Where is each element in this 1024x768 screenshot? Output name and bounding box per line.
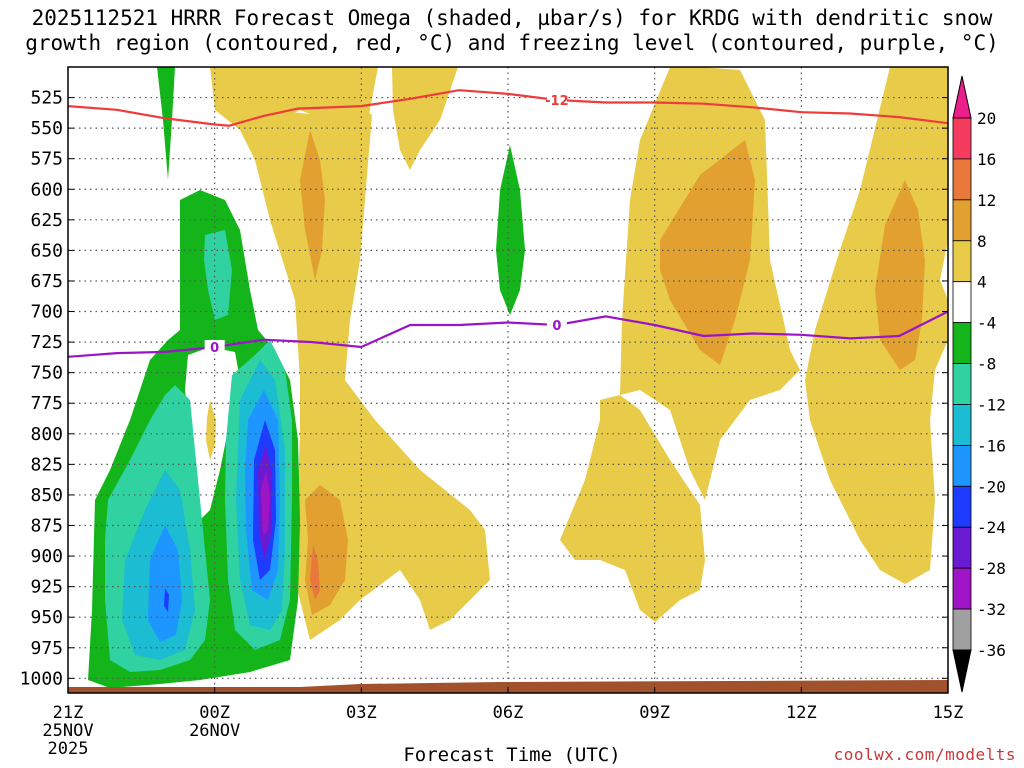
y-tick-label: 900 (30, 546, 63, 567)
colorbar-swatch (952, 608, 972, 651)
colorbar-label: -20 (977, 477, 1006, 496)
shade-yellow-small (206, 400, 216, 460)
colorbar-label: 16 (977, 150, 996, 169)
colorbar-label: -16 (977, 436, 1006, 455)
title-line-2: growth region (contoured, red, °C) and f… (25, 31, 999, 55)
colorbar-swatch (952, 199, 972, 242)
y-tick-label: 975 (30, 638, 63, 659)
chart-title: 2025112521 HRRR Forecast Omega (shaded, … (0, 6, 1024, 56)
contour-label-bg (546, 93, 567, 108)
y-tick-label: 725 (30, 332, 63, 353)
contour-label: -12 (545, 94, 569, 109)
y-axis: 525 550 575 600 625 650 675 700 725 750 775 800 825 8… (20, 88, 948, 689)
shade-green-mid (496, 145, 525, 315)
colorbar-label: -36 (977, 641, 1006, 660)
colorbar-label: -32 (977, 600, 1006, 619)
colorbar-swatch (952, 281, 972, 324)
colorbar-label: 8 (977, 232, 987, 251)
y-tick-label: 600 (30, 179, 63, 200)
ground-surface (68, 680, 948, 693)
colorbar-label: -28 (977, 559, 1006, 578)
colorbar-swatch (952, 485, 972, 528)
shade-teal-a (204, 230, 232, 320)
x-tick-label: 21Z (53, 703, 84, 723)
colorbar-label: -12 (977, 395, 1006, 414)
colorbar-label: 12 (977, 191, 996, 210)
colorbar-label: -24 (977, 518, 1006, 537)
y-tick-label: 775 (30, 393, 63, 414)
colorbar: 20 16 12 8 4 -4 -8 -12 -16 -20 -24 -28 -32 -36 (952, 75, 1006, 693)
y-tick-label: 675 (30, 271, 63, 292)
y-tick-label: 800 (30, 424, 63, 445)
shade-yellow-right-b (805, 67, 948, 584)
x-tick-year: 2025 (48, 739, 89, 759)
y-tick-label: 850 (30, 485, 63, 506)
y-tick-label: 1000 (20, 668, 63, 689)
contour-line (68, 89, 948, 127)
y-tick-label: 650 (30, 240, 63, 261)
shade-orange-b (660, 140, 755, 365)
y-tick-label: 625 (30, 210, 63, 231)
x-axis-title: Forecast Time (UTC) (403, 744, 621, 766)
y-tick-label: 925 (30, 577, 63, 598)
x-tick-label: 12Z (786, 703, 817, 723)
colorbar-top-arrow (952, 75, 972, 119)
credit-text: coolwx.com/modelts (833, 745, 1016, 764)
colorbar-swatch (952, 526, 972, 569)
shade-darkblue-small (164, 588, 169, 612)
colorbar-swatch (952, 363, 972, 405)
y-tick-label: 875 (30, 515, 63, 536)
y-tick-label: 825 (30, 454, 63, 475)
x-tick-label: 00Z (199, 703, 230, 723)
shade-orange-e (310, 545, 320, 600)
x-tick-label: 03Z (346, 703, 377, 723)
y-tick-label: 700 (30, 302, 63, 323)
contour-label: 0 (552, 319, 561, 334)
colorbar-label: -4 (977, 314, 996, 333)
x-tick-date: 25NOV (42, 721, 93, 741)
shade-yellow-right-c (560, 395, 705, 622)
colorbar-swatch (952, 158, 972, 201)
x-tick-label: 09Z (639, 703, 670, 723)
colorbar-swatch (952, 444, 972, 487)
shade-orange-c (875, 180, 925, 370)
colorbar-bottom-arrow (952, 649, 972, 693)
colorbar-label: 4 (977, 273, 987, 292)
y-tick-label: 550 (30, 118, 63, 139)
contour-label-bg (546, 317, 567, 332)
x-tick-label: 15Z (933, 703, 964, 723)
shade-blue-b (148, 525, 182, 642)
colorbar-swatch (952, 117, 972, 160)
colorbar-label: 20 (977, 109, 996, 128)
shade-orange-a (300, 130, 325, 280)
colorbar-swatch (952, 240, 972, 283)
contour-labels: -12 0 0 (204, 93, 569, 356)
contour-label-bg (204, 339, 225, 354)
x-tick-label: 06Z (493, 703, 524, 723)
colorbar-swatch (952, 567, 972, 610)
y-tick-label: 750 (30, 363, 63, 384)
grid (68, 67, 948, 693)
y-tick-label: 950 (30, 607, 63, 628)
omega-shading (68, 67, 948, 693)
colorbar-swatch (952, 322, 972, 364)
title-line-1: 2025112521 HRRR Forecast Omega (shaded, … (31, 6, 993, 30)
shade-green-top (157, 67, 175, 180)
y-tick-label: 575 (30, 149, 63, 170)
contour-label: 0 (210, 341, 219, 356)
shade-yellow-main (240, 108, 490, 640)
y-tick-label: 525 (30, 88, 63, 109)
colorbar-label: -8 (977, 355, 996, 374)
shade-magenta (261, 470, 270, 535)
colorbar-swatch (952, 404, 972, 446)
x-tick-date: 26NOV (189, 721, 240, 741)
